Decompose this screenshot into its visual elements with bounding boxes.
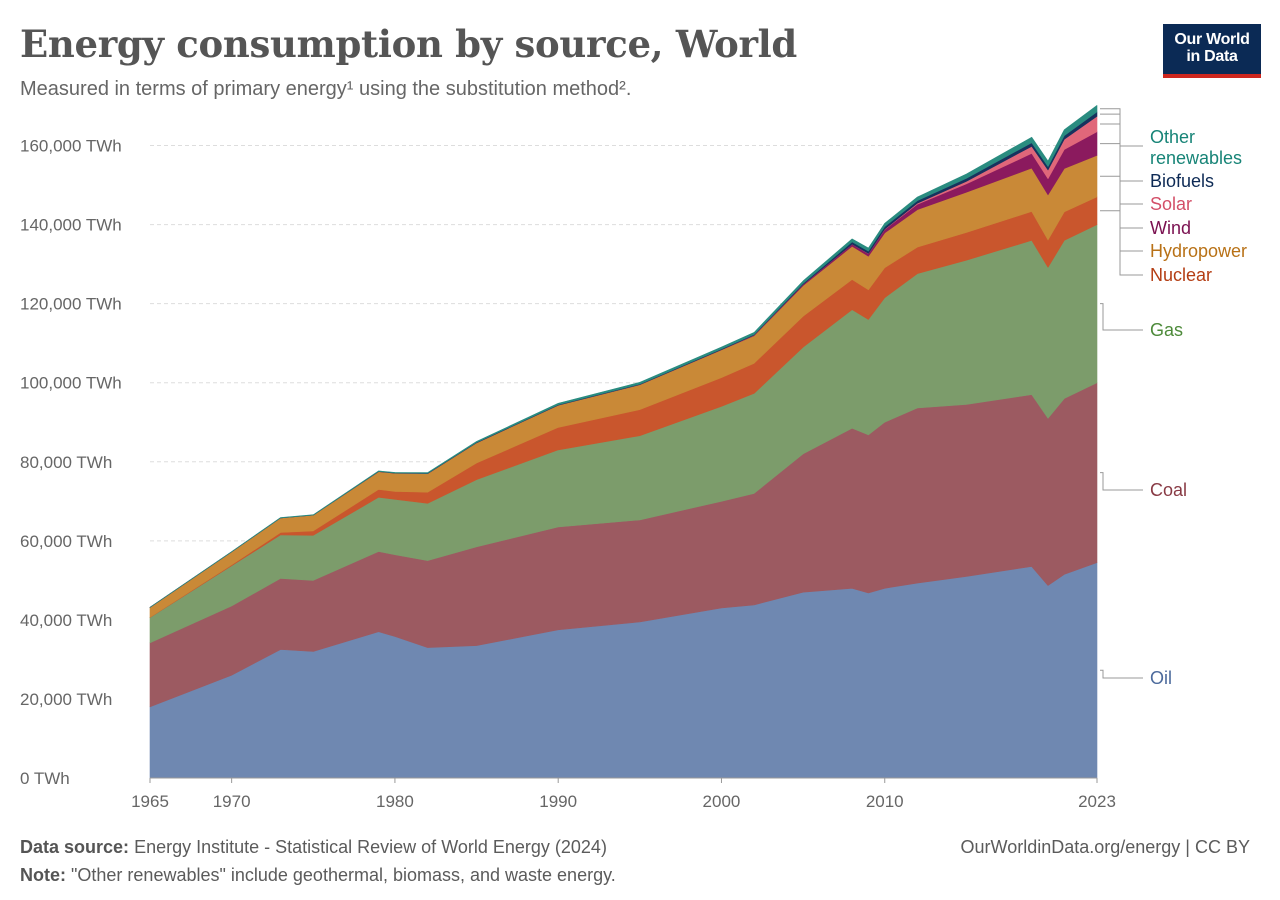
- data-source-label: Data source:: [20, 837, 130, 857]
- legend-connector-nuclear: [1100, 210, 1143, 276]
- legend-connector-other-renewables: [1100, 108, 1143, 147]
- note-label: Note:: [20, 865, 66, 885]
- credit-link[interactable]: OurWorldinData.org/energy | CC BY: [960, 837, 1250, 857]
- legend: Oil Coal Gas Nuclear Hydropower Wind Solar Biof…: [1100, 108, 1247, 688]
- legend-connector-hydropower: [1100, 175, 1143, 252]
- legend-label-coal: Coal: [1150, 480, 1187, 500]
- legend-label-wind: Wind: [1150, 218, 1191, 238]
- legend-connector-wind: [1100, 143, 1143, 229]
- y-tick-label: 140,000 TWh: [20, 216, 122, 235]
- y-tick-label: 160,000 TWh: [20, 137, 122, 156]
- legend-label-hydropower: Hydropower: [1150, 241, 1247, 261]
- chart-subtitle: Measured in terms of primary energy¹ usi…: [20, 78, 632, 100]
- y-tick-label: 20,000 TWh: [20, 690, 112, 709]
- legend-connector-coal: [1100, 472, 1143, 491]
- y-tick-label: 80,000 TWh: [20, 453, 112, 472]
- x-tick-label: 2000: [703, 792, 741, 811]
- legend-connector-oil: [1100, 669, 1143, 679]
- logo-line-2: in Data: [1186, 48, 1238, 65]
- legend-connector-solar: [1100, 123, 1143, 205]
- x-tick-label: 2023: [1078, 792, 1116, 811]
- y-tick-label: 0 TWh: [20, 769, 70, 788]
- y-tick-label: 100,000 TWh: [20, 374, 122, 393]
- logo-line-1: Our World: [1174, 31, 1250, 48]
- data-source: Data source: Energy Institute - Statisti…: [20, 837, 607, 858]
- legend-label-biofuels: Biofuels: [1150, 171, 1214, 191]
- x-tick-label: 1965: [131, 792, 169, 811]
- x-tick-label: 1970: [213, 792, 251, 811]
- x-tick-label: 2010: [866, 792, 904, 811]
- chart-note: Note: "Other renewables" include geother…: [20, 865, 616, 886]
- data-source-text[interactable]: Energy Institute - Statistical Review of…: [134, 837, 607, 857]
- legend-connector-gas: [1100, 303, 1143, 331]
- owid-logo[interactable]: Our World in Data: [1163, 24, 1261, 78]
- area-series: [149, 105, 1098, 779]
- legend-label-nuclear: Nuclear: [1150, 265, 1212, 285]
- legend-label-line: renewables: [1150, 148, 1242, 168]
- y-tick-label: 120,000 TWh: [20, 295, 122, 314]
- x-tick-label: 1980: [376, 792, 414, 811]
- x-tick-label: 1990: [539, 792, 577, 811]
- legend-label-oil: Oil: [1150, 668, 1172, 688]
- legend-label-gas: Gas: [1150, 320, 1183, 340]
- legend-label-other-renewables: Other renewables: [1150, 127, 1242, 168]
- axes: 0 TWh 20,000 TWh 40,000 TWh 60,000 TWh 80,00…: [20, 137, 1116, 811]
- chart-title: Energy consumption by source, World: [20, 22, 797, 66]
- legend-label-solar: Solar: [1150, 194, 1192, 214]
- y-tick-label: 40,000 TWh: [20, 611, 112, 630]
- area-other-renewables: [149, 105, 1098, 608]
- y-tick-label: 60,000 TWh: [20, 532, 112, 551]
- note-text: "Other renewables" include geothermal, b…: [71, 865, 616, 885]
- legend-connector-biofuels: [1100, 113, 1143, 182]
- legend-label-line: Other: [1150, 127, 1195, 147]
